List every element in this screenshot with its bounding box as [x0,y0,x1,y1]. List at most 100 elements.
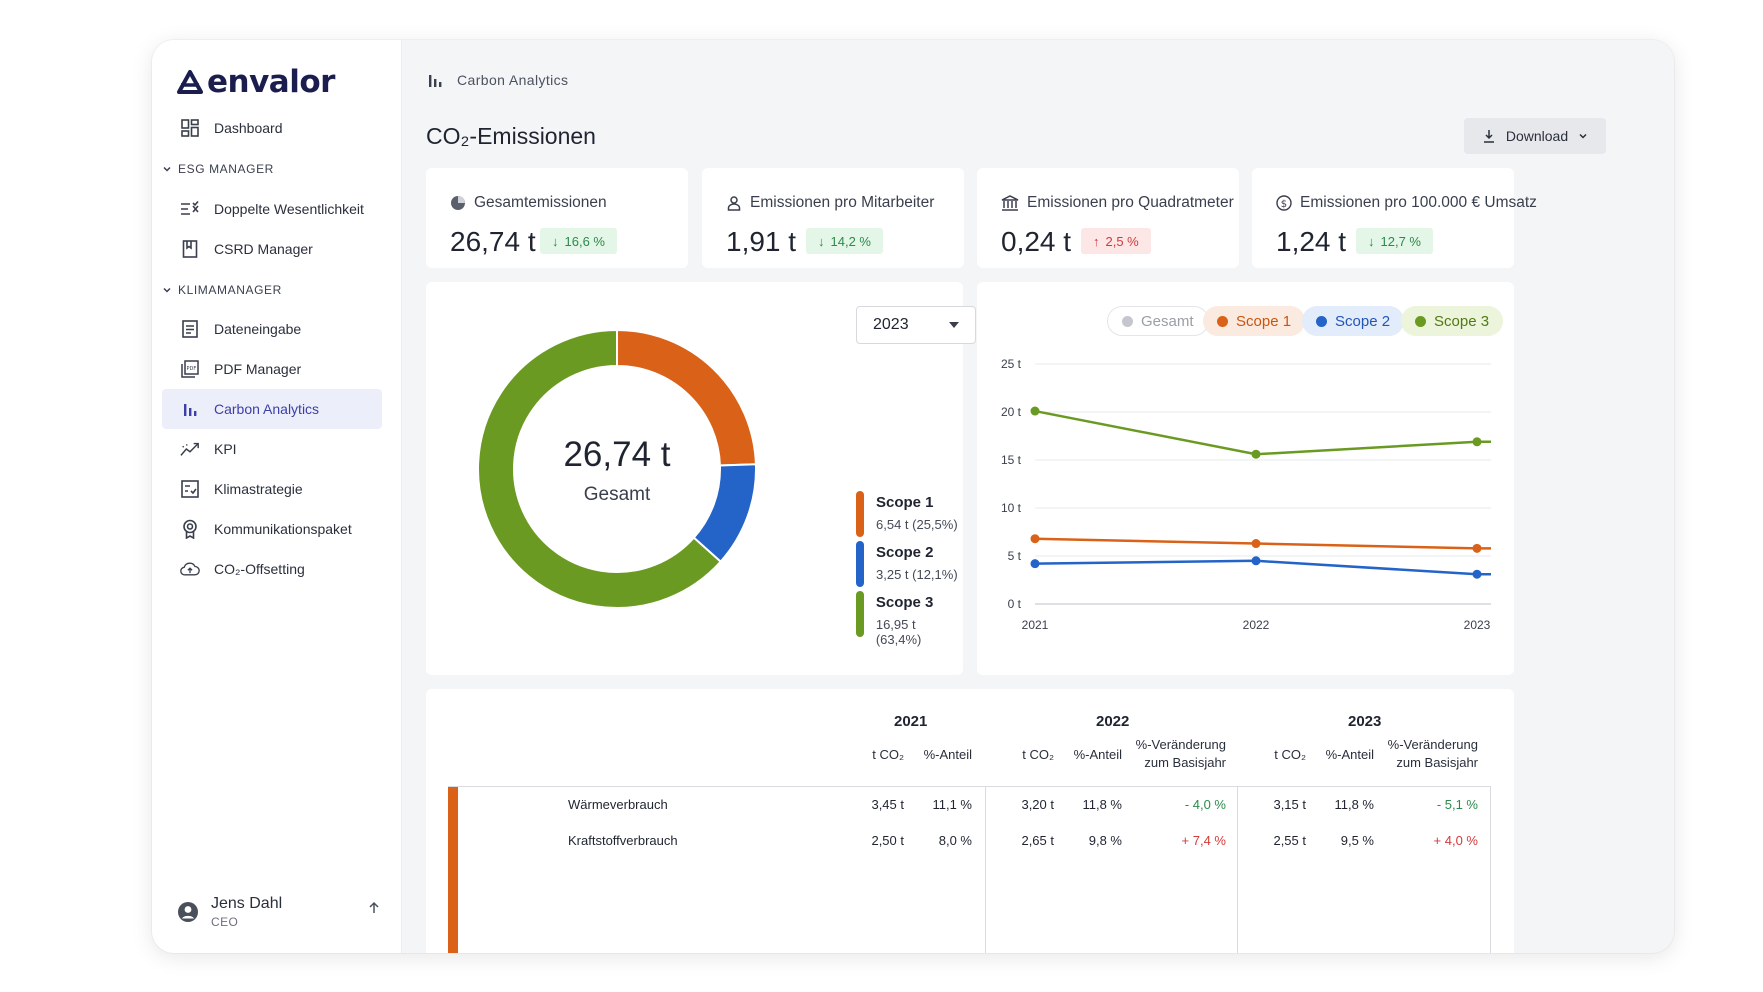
cloud-upload-icon [180,559,200,579]
legend-swatch [856,491,864,537]
kpi-card-per-revenue: $ Emissionen pro 100.000 € Umsatz 1,24 t… [1252,168,1537,268]
section-esg-manager[interactable]: ESG MANAGER [162,162,274,176]
data-point-scope-3[interactable] [1472,437,1482,447]
cell-change: + 4,0 % [1433,833,1478,848]
legend-scope-2: Scope 2 3,25 t (12,1%) [856,541,958,587]
user-avatar-icon [178,902,198,922]
svg-text:PDF: PDF [187,366,197,372]
sidebar-item-dashboard[interactable]: Dashboard [162,108,382,148]
emissions-table-card: 2021 2022 2023 t CO₂ %-Anteil t CO₂ %-An… [426,689,1514,953]
sidebar-item-label: CO₂-Offsetting [214,561,305,577]
donut-chart: 26,74 t Gesamt [477,328,757,609]
cell-share: 11,8 % [1334,797,1374,812]
donut-chart-card: 26,74 t Gesamt 2023 Scope 1 6,54 t (25,5… [426,282,976,675]
svg-text:$: $ [1281,199,1287,210]
chip-scope-2[interactable]: Scope 2 [1302,306,1405,336]
kpi-change-badge: ↑ 2,5 % [1081,228,1151,254]
data-point-scope-1[interactable] [1472,543,1482,553]
materiality-icon [180,199,200,219]
table-divider [448,786,1491,787]
sidebar-item-label: Dateneingabe [214,321,302,337]
caret-down-icon [949,322,959,328]
cell-tco2: 2,65 t [1021,833,1054,848]
bar-chart-icon [180,399,200,419]
cell-share: 9,5 % [1340,833,1374,848]
data-point-scope-2[interactable] [1251,556,1261,566]
chip-label: Gesamt [1141,312,1194,330]
kpi-label-text: Gesamtemissionen [474,194,607,211]
chip-scope-1[interactable]: Scope 1 [1203,306,1306,336]
table-year-2022: 2022 [1096,713,1130,730]
breadcrumb: Carbon Analytics [427,72,568,88]
arrow-down-icon: ↓ [552,233,559,249]
col-header-change: %-Veränderung [1387,737,1478,752]
kpi-label: Emissionen pro Quadratmeter [1001,194,1234,212]
user-name: Jens Dahl [211,895,283,912]
col-header-change: %-Veränderung [1135,737,1226,752]
building-icon [1001,195,1019,211]
y-tick-label: 20 t [1001,405,1022,419]
col-header-tco2: t CO₂ [1274,747,1306,762]
sidebar-item-csrd-manager[interactable]: CSRD Manager [162,229,382,269]
download-label: Download [1505,128,1569,144]
logo-mark-icon [177,70,203,94]
data-point-scope-3[interactable] [1030,406,1040,416]
kpi-card-per-employee: Emissionen pro Mitarbeiter 1,91 t ↓ 14,2 … [702,168,964,268]
legend-scope-1: Scope 1 6,54 t (25,5%) [856,491,958,537]
data-point-scope-2[interactable] [1030,559,1040,569]
download-button[interactable]: Download [1464,118,1606,154]
kpi-card-total: Gesamtemissionen 26,74 t ↓ 16,6 % [426,168,688,268]
sidebar-item-label: PDF Manager [214,361,302,377]
x-tick-label: 2022 [1243,618,1270,632]
bookmark-book-icon [180,239,200,259]
donut-slice-scope-3[interactable] [477,328,723,609]
line-chart: 0 t 5 t 10 t 15 t 20 t 25 t 2021 2022 2023 [1001,357,1491,632]
sidebar-item-label: Dashboard [214,120,283,136]
data-point-scope-2[interactable] [1472,569,1482,579]
sidebar-item-pdf-manager[interactable]: PDF PDF Manager [162,349,382,389]
year-select[interactable]: 2023 [856,306,976,344]
pdf-icon: PDF [180,359,200,379]
sidebar-item-co2-offsetting[interactable]: CO₂-Offsetting [162,549,382,589]
series-line-scope-2 [1034,559,1491,576]
data-point-scope-1[interactable] [1251,539,1261,549]
dashboard-icon [180,118,200,138]
cell-tco2: 2,55 t [1273,833,1306,848]
y-tick-label: 0 t [1008,597,1022,611]
breadcrumb-label: Carbon Analytics [457,72,569,88]
y-tick-label: 5 t [1008,549,1022,563]
kpi-change: 16,6 % [564,233,605,249]
chip-scope-3[interactable]: Scope 3 [1401,306,1504,336]
series-line-scope-3 [1034,409,1491,456]
user-profile[interactable]: Jens Dahl CEO [177,895,379,929]
sidebar-item-doppelte-wesentlichkeit[interactable]: Doppelte Wesentlichkeit [162,189,382,229]
pie-chart-icon [451,196,465,210]
section-klimamanager[interactable]: KLIMAMANAGER [162,283,282,297]
col-header-share: %-Anteil [1325,747,1374,762]
sidebar-item-label: Kommunikationspaket [214,521,352,537]
cell-tco2: 3,20 t [1021,797,1054,812]
sidebar-item-kommunikationspaket[interactable]: Kommunikationspaket [162,509,382,549]
section-label: KLIMAMANAGER [178,283,282,297]
data-point-scope-3[interactable] [1251,449,1261,459]
kpi-label-text: Emissionen pro 100.000 € Umsatz [1300,194,1537,211]
kpi-label-text: Emissionen pro Quadratmeter [1027,194,1234,211]
legend-name: Scope 3 [875,594,934,611]
arrow-down-icon: ↓ [818,233,825,249]
user-role: CEO [211,915,239,929]
cell-change: - 5,1 % [1436,797,1478,812]
sidebar-item-kpi[interactable]: KPI [162,429,382,469]
legend-detail: 3,25 t (12,1%) [876,567,958,582]
sidebar-item-klimastrategie[interactable]: Klimastrategie [162,469,382,509]
app-window: envalor Dashboard ESG MANAGER Doppelte W… [152,40,1674,953]
logo[interactable]: envalor [177,64,335,100]
year-select-value: 2023 [873,316,909,333]
scope-1-group-bar [448,787,458,953]
arrow-up-icon[interactable] [367,901,381,915]
sidebar-item-dateneingabe[interactable]: Dateneingabe [162,309,382,349]
data-point-scope-1[interactable] [1030,534,1040,544]
sidebar-item-carbon-analytics[interactable]: Carbon Analytics [162,389,382,429]
kpi-label: $ Emissionen pro 100.000 € Umsatz [1276,194,1537,212]
sidebar-item-label: Doppelte Wesentlichkeit [214,201,364,217]
cell-share: 11,1 % [932,797,972,812]
